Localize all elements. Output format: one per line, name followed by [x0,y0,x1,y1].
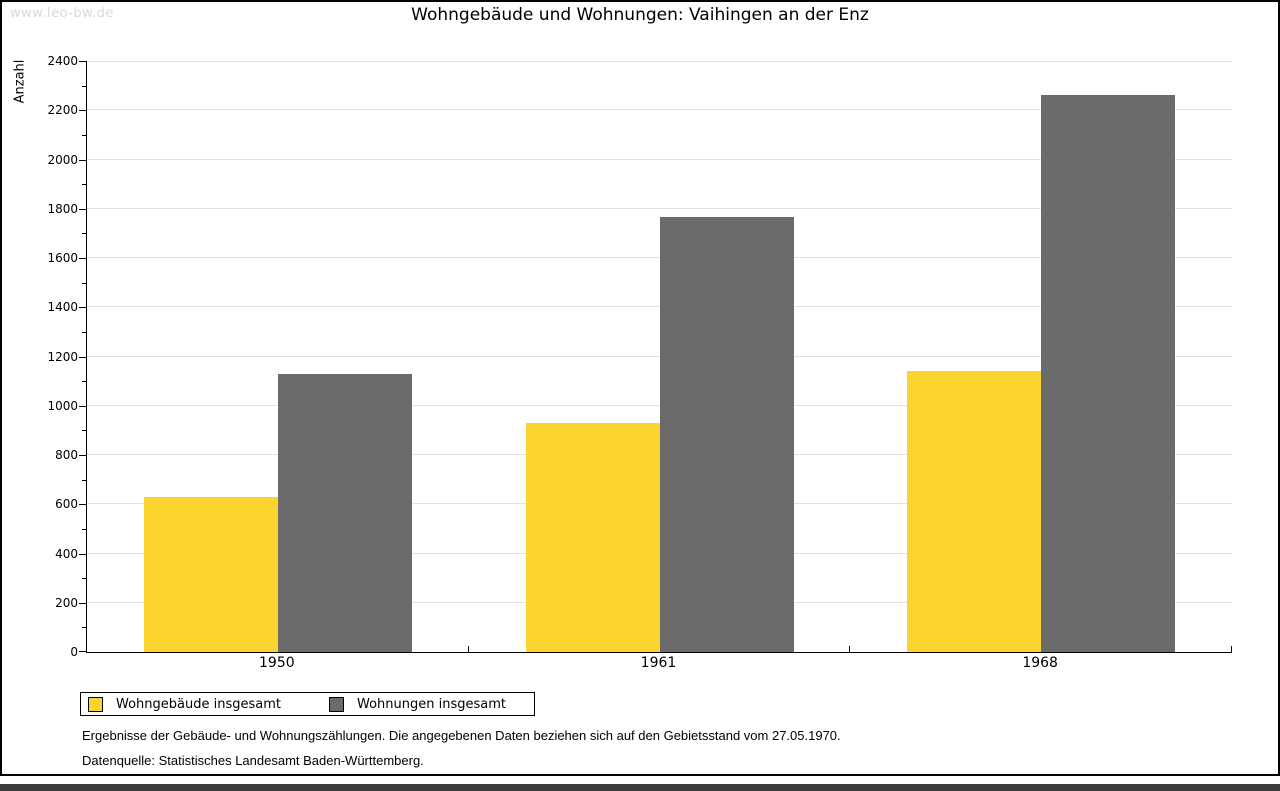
y-tick-label: 400 [55,546,78,561]
legend-item: Wohnungen insgesamt [329,696,506,712]
legend: Wohngebäude insgesamt Wohnungen insgesamt [80,692,535,716]
legend-item-label: Wohngebäude insgesamt [116,696,281,712]
x-axis-boundary-tick [849,646,851,652]
y-major-tick-mark [79,405,87,407]
bottom-bar [0,784,1280,791]
x-axis-boundary-tick [467,646,469,652]
y-tick-label: 1000 [47,398,78,413]
y-major-tick-mark [79,504,87,506]
y-major-tick-mark [79,356,87,358]
footnote-line-1: Ergebnisse der Gebäude- und Wohnungszähl… [82,728,841,743]
y-tick-label: 200 [55,595,78,610]
y-minor-tick-mark [82,184,87,186]
y-tick-label: 1600 [47,251,78,265]
y-tick-label: 2200 [47,103,78,118]
y-major-tick-mark [79,455,87,456]
y-minor-tick-mark [82,233,87,235]
footnote-line-2: Datenquelle: Statistisches Landesamt Bad… [82,753,424,768]
y-major-tick-mark [79,651,87,652]
y-tick-label: 1400 [47,300,78,315]
y-major-tick-mark [79,110,87,112]
y-tick-label: 1800 [47,201,78,216]
y-major-tick-mark [79,553,87,555]
x-tick-label: 1961 [640,655,677,671]
y-minor-tick-mark [82,528,87,530]
y-minor-tick-mark [82,430,87,432]
y-minor-tick-mark [82,331,87,333]
gridline [87,61,1232,62]
bar-wohngeb-ude-insgesamt-1950 [143,496,278,652]
y-tick-label: 600 [55,497,78,512]
y-major-tick-mark [79,159,87,161]
y-minor-tick-mark [82,578,87,580]
bar-wohnungen-insgesamt-1961 [659,217,794,652]
legend-swatch-wohnungen [329,696,344,712]
y-minor-tick-mark [82,134,87,136]
y-minor-tick-mark [82,282,87,284]
y-tick-label: 2400 [47,54,78,68]
bar-wohngeb-ude-insgesamt-1961 [525,423,660,652]
y-tick-label: 2000 [47,152,78,167]
x-tick-label: 1968 [1022,655,1058,671]
y-major-tick-mark [79,258,87,259]
y-tick-label: 0 [70,645,78,659]
legend-item: Wohngebäude insgesamt [88,696,281,712]
gridline [87,158,1232,160]
chart-title: Wohngebäude und Wohnungen: Vaihingen an … [411,5,869,25]
x-axis-tick-labels: 1950 1961 1968 [86,655,1232,673]
y-tick-label: 800 [55,448,78,462]
legend-swatch-wohngebaeude [88,696,103,712]
y-axis-tick-labels: 0 200 400 600 800 1000 1200 1400 1600 1800 2000 220… [2,54,78,659]
y-major-tick-mark [79,307,87,309]
legend-item-label: Wohnungen insgesamt [357,696,506,712]
x-axis-boundary-tick [1231,646,1232,652]
y-tick-label: 1200 [47,349,78,364]
y-major-tick-mark [79,602,87,604]
y-minor-tick-mark [82,479,87,481]
x-tick-label: 1950 [259,655,295,671]
y-major-tick-mark [79,208,87,210]
gridline [87,207,1232,209]
bar-wohnungen-insgesamt-1968 [1041,95,1176,652]
y-minor-tick-mark [82,627,87,629]
plot-area [79,61,1232,653]
bar-wohnungen-insgesamt-1950 [277,373,412,652]
gridline [87,109,1232,111]
y-minor-tick-mark [82,381,87,383]
bar-wohngeb-ude-insgesamt-1968 [907,371,1042,652]
y-major-tick-mark [79,61,87,62]
y-minor-tick-mark [82,85,87,87]
watermark: www.leo-bw.de [10,6,114,21]
